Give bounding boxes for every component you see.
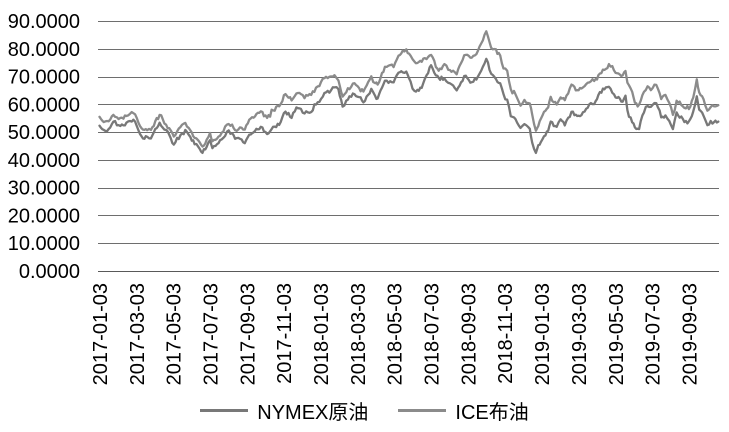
y-tick-label: 50.0000 [8,122,80,144]
x-tick-label: 2019-07-03 [643,283,665,385]
legend-item-ice: ICE布油 [398,396,529,425]
x-tick-label: 2017-11-03 [274,283,296,384]
x-tick-label: 2018-09-03 [458,283,480,385]
nymex-legend-label: NYMEX原油 [257,401,369,424]
nymex-series-line [98,57,720,155]
x-tick-label: 2019-01-03 [532,283,554,385]
x-tick-label: 2017-03-03 [127,283,149,385]
x-tick-label: 2019-05-03 [606,283,628,385]
y-tick-label: 30.0000 [8,178,80,200]
x-tick-label: 2019-09-03 [679,283,701,385]
nymex-line-swatch [200,408,249,412]
legend-item-nymex: NYMEX原油 [200,396,368,425]
ice-legend-label: ICE布油 [455,401,529,424]
x-tick-label: 2018-03-03 [348,283,370,385]
x-tick-label: 2018-11-03 [495,283,517,384]
x-tick-label: 2017-01-03 [90,283,112,385]
x-tick-label: 2019-03-03 [569,283,591,385]
ice-line-swatch [398,408,447,412]
x-tick-label: 2018-05-03 [385,283,407,385]
y-tick-label: 10.0000 [8,233,80,255]
y-tick-label: 90.0000 [8,11,80,33]
x-tick-label: 2018-01-03 [311,283,333,385]
y-tick-label: 80.0000 [8,39,80,61]
ice-series-line [98,30,720,148]
y-tick-label: 70.0000 [8,67,80,89]
x-tick-label: 2017-09-03 [237,283,259,385]
y-tick-label: 0.0000 [19,261,80,283]
y-tick-label: 20.0000 [8,205,80,227]
legend: NYMEX原油 ICE布油 [0,396,729,424]
y-tick-label: 60.0000 [8,94,80,116]
y-tick-label: 40.0000 [8,150,80,172]
x-tick-label: 2017-07-03 [201,283,223,385]
x-tick-label: 2018-07-03 [422,283,444,385]
x-tick-label: 2017-05-03 [164,283,186,385]
